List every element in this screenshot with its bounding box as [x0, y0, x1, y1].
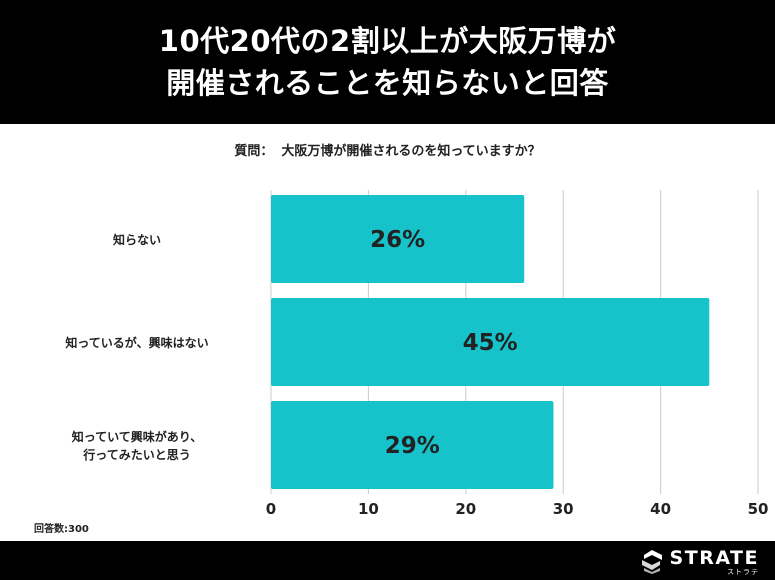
question: 質問： 大阪万博が開催されるのを知っていますか？: [0, 140, 775, 159]
category-label: 知っていて興味があり、: [71, 429, 203, 444]
bar: [271, 195, 525, 283]
category-label: 行ってみたいと思う: [82, 447, 190, 462]
strate-logo-icon: [641, 550, 662, 574]
x-tick-label: 50: [748, 500, 769, 518]
bar: [271, 401, 554, 489]
title-line-2: 開催されることを知らないと回答: [166, 66, 609, 100]
title-line-1: 10代20代の2割以上が大阪万博が: [158, 24, 617, 58]
logo-subtext: ストラテ: [727, 568, 759, 576]
category-label: 知っているが、興味はない: [64, 335, 208, 350]
data-label: 26%: [370, 227, 425, 253]
x-tick-label: 30: [553, 500, 574, 518]
x-tick-label: 0: [266, 500, 276, 518]
question-text: 大阪万博が開催されるのを知っていますか？: [281, 144, 541, 159]
logo-wordmark: STRATE: [669, 547, 759, 569]
header-banner: 10代20代の2割以上が大阪万博が 開催されることを知らないと回答: [0, 0, 775, 124]
footer-bar: STRATE ストラテ: [0, 541, 775, 580]
data-label: 29%: [385, 433, 440, 459]
bar-chart: 0 10 20 30 40 50 26% 知らない 45% 知っているが、興味はない 29% 知ってい…: [64, 190, 769, 518]
respondent-count: 回答数:300: [34, 524, 89, 535]
x-tick-label: 40: [650, 500, 671, 518]
data-label: 45%: [463, 330, 518, 356]
bar: [271, 298, 710, 386]
category-label: 知らない: [112, 232, 161, 247]
x-tick-label: 20: [455, 500, 476, 518]
question-label: 質問：: [234, 144, 274, 159]
strate-logo: STRATE ストラテ: [640, 548, 759, 576]
x-tick-label: 10: [358, 500, 379, 518]
